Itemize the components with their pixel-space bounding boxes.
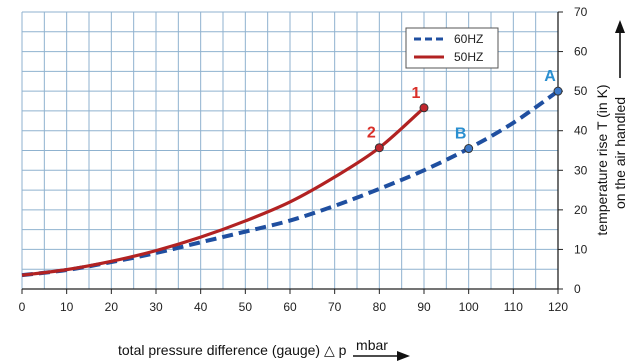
x-tick-label: 10: [60, 300, 74, 314]
x-axis-label: total pressure difference (gauge) △ p: [118, 342, 347, 358]
legend-box: [405, 27, 499, 69]
y-axis-arrow-head: [615, 20, 625, 33]
y-axis-title: temperature rise T (in K) on the air han…: [594, 20, 628, 236]
x-tick-label: 50: [239, 300, 253, 314]
marker-label-a: A: [544, 68, 556, 85]
x-axis-arrow-head: [397, 351, 410, 361]
y-tick-label: 60: [574, 45, 588, 59]
x-tick-label: 100: [459, 300, 479, 314]
x-axis-title: total pressure difference (gauge) △ p mb…: [118, 337, 410, 361]
x-tick-label: 90: [417, 300, 431, 314]
marker-label-2: 2: [367, 125, 376, 142]
y-tick-label: 40: [574, 124, 588, 138]
legend-label-50hz: 50HZ: [454, 50, 483, 64]
y-axis-label-line1: temperature rise T (in K): [594, 84, 610, 235]
y-tick-label: 20: [574, 203, 588, 217]
marker-point-b: [464, 144, 474, 154]
x-tick-label: 20: [105, 300, 119, 314]
x-tick-label: 0: [19, 300, 26, 314]
x-tick-label: 120: [548, 300, 568, 314]
legend-label-60hz: 60HZ: [454, 32, 483, 46]
y-tick-label: 30: [574, 163, 588, 177]
marker-point-a: [553, 86, 563, 96]
legend: 60HZ 50HZ: [405, 27, 499, 69]
x-tick-label: 80: [373, 300, 387, 314]
x-tick-label: 70: [328, 300, 342, 314]
y-tick-label: 50: [574, 84, 588, 98]
y-tick-labels: 0 10 20 30 40 50 60 70: [574, 5, 588, 296]
x-tick-labels: 0 10 20 30 40 50 60 70 80 90 100 110 120: [19, 300, 569, 314]
x-axis-unit: mbar: [356, 337, 388, 353]
x-tick-label: 40: [194, 300, 208, 314]
data-markers: 1 2 A B: [367, 68, 563, 154]
marker-point-2: [374, 143, 384, 153]
marker-label-b: B: [455, 126, 467, 143]
marker-label-1: 1: [412, 85, 421, 102]
y-tick-label: 70: [574, 5, 588, 19]
series-line-50hz: [21, 106, 426, 277]
y-axis-label-line2: on the air handled: [612, 97, 628, 209]
marker-point-1: [419, 103, 429, 113]
x-tick-label: 60: [283, 300, 297, 314]
x-tick-label: 30: [149, 300, 163, 314]
y-tick-label: 0: [574, 282, 581, 296]
x-tick-label: 110: [504, 300, 523, 314]
y-tick-label: 10: [574, 242, 588, 256]
